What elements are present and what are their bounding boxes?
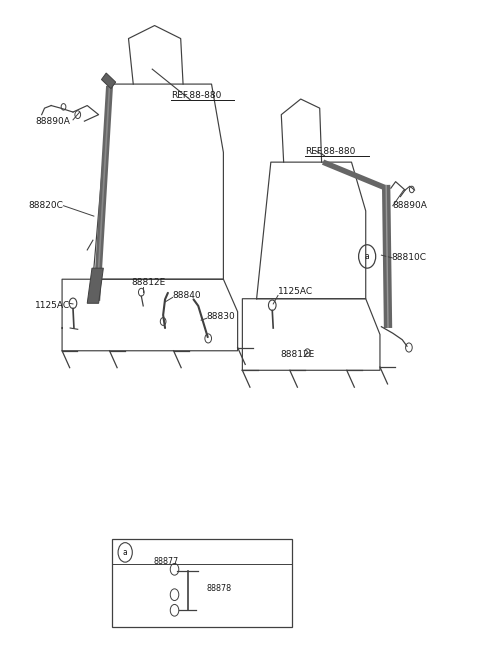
Text: 88830: 88830: [207, 312, 236, 321]
Text: REF.88-880: REF.88-880: [305, 146, 356, 155]
Text: 1125AC: 1125AC: [278, 287, 313, 296]
Text: 88877: 88877: [154, 557, 179, 566]
Text: 88890A: 88890A: [393, 201, 428, 210]
Text: REF.88-880: REF.88-880: [171, 91, 222, 100]
Text: a: a: [365, 252, 370, 261]
Text: 88820C: 88820C: [29, 201, 64, 210]
Text: 88878: 88878: [207, 584, 232, 592]
Polygon shape: [101, 73, 116, 89]
Text: 88812E: 88812E: [280, 350, 314, 359]
Text: 88812E: 88812E: [132, 278, 166, 287]
Bar: [112, 539, 292, 627]
Text: 88890A: 88890A: [35, 117, 70, 126]
Text: 1125AC: 1125AC: [35, 300, 70, 310]
Text: 88840: 88840: [173, 291, 201, 300]
Polygon shape: [87, 268, 103, 303]
Text: 88810C: 88810C: [392, 253, 427, 262]
Text: a: a: [123, 548, 128, 557]
